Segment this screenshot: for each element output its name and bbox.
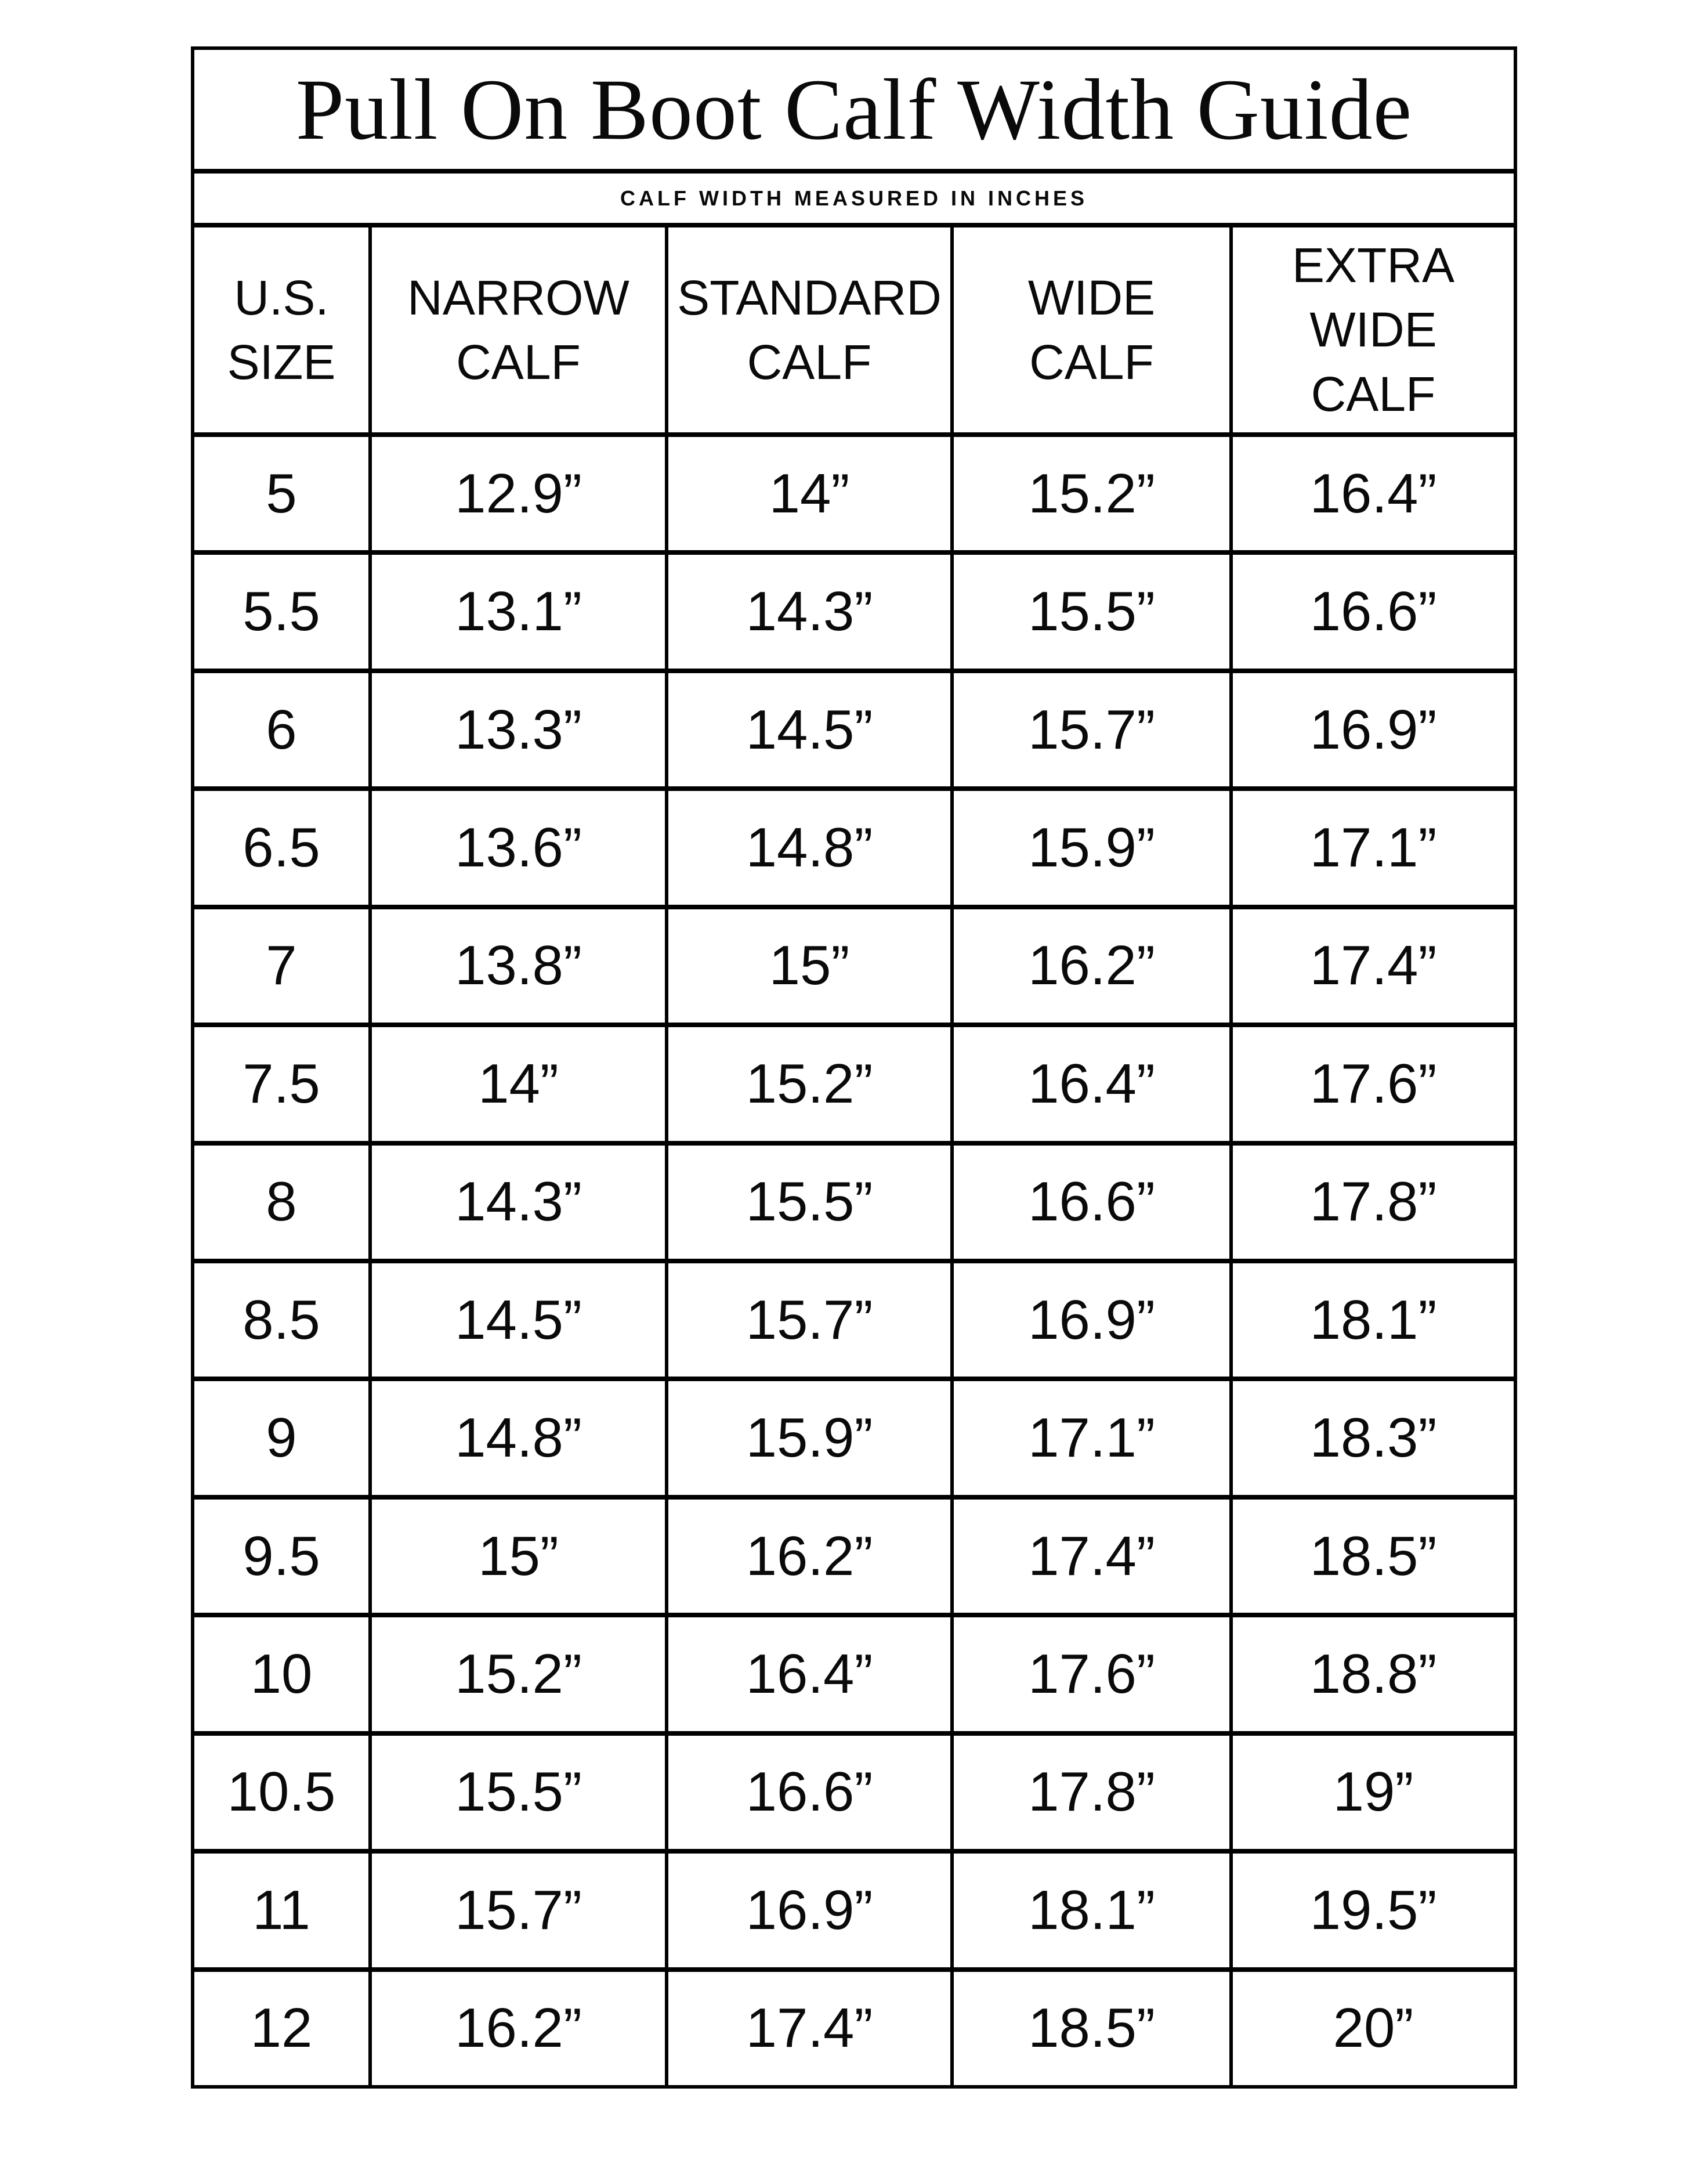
cell-standard-calf: 16.2” [668,1499,950,1613]
cell-wide-calf: 16.6” [954,1145,1229,1259]
cell-us-size: 5.5 [194,555,368,669]
cell-extra-wide-calf: 16.6” [1233,555,1514,669]
header-line: EXTRA WIDE [1291,238,1455,357]
cell-narrow-calf: 15.7” [372,1854,665,1967]
cell-standard-calf: 16.4” [668,1617,950,1731]
header-line: CALF [747,334,872,389]
cell-us-size: 8.5 [194,1263,368,1377]
page: Pull On Boot Calf Width Guide CALF WIDTH… [0,46,1708,2182]
cell-narrow-calf: 14.3” [372,1145,665,1259]
cell-standard-calf: 15.2” [668,1027,950,1141]
cell-us-size: 7.5 [194,1027,368,1141]
cell-extra-wide-calf: 19.5” [1233,1854,1514,1967]
cell-narrow-calf: 15.2” [372,1617,665,1731]
column-header-wide-calf: WIDE CALF [954,227,1229,432]
header-line: STANDARD [677,270,942,325]
cell-us-size: 10 [194,1617,368,1731]
cell-narrow-calf: 15” [372,1499,665,1613]
cell-us-size: 9.5 [194,1499,368,1613]
cell-wide-calf: 16.2” [954,909,1229,1023]
cell-standard-calf: 14” [668,437,950,551]
cell-narrow-calf: 13.1” [372,555,665,669]
cell-wide-calf: 17.6” [954,1617,1229,1731]
cell-standard-calf: 16.9” [668,1854,950,1967]
cell-extra-wide-calf: 16.9” [1233,673,1514,787]
cell-standard-calf: 17.4” [668,1971,950,2085]
cell-us-size: 6 [194,673,368,787]
cell-wide-calf: 17.1” [954,1381,1229,1495]
cell-standard-calf: 14.5” [668,673,950,787]
cell-extra-wide-calf: 18.1” [1233,1263,1514,1377]
cell-extra-wide-calf: 17.1” [1233,791,1514,905]
cell-narrow-calf: 13.3” [372,673,665,787]
cell-us-size: 7 [194,909,368,1023]
cell-extra-wide-calf: 20” [1233,1971,1514,2085]
cell-wide-calf: 18.5” [954,1971,1229,2085]
header-line: CALF [1029,334,1154,389]
cell-standard-calf: 15.5” [668,1145,950,1259]
header-line: CALF [456,334,581,389]
cell-wide-calf: 15.2” [954,437,1229,551]
cell-wide-calf: 15.7” [954,673,1229,787]
table-title: Pull On Boot Calf Width Guide [194,50,1514,169]
cell-standard-calf: 15” [668,909,950,1023]
cell-us-size: 11 [194,1854,368,1967]
header-line: WIDE [1027,270,1156,325]
cell-narrow-calf: 13.8” [372,909,665,1023]
cell-us-size: 12 [194,1971,368,2085]
cell-extra-wide-calf: 19” [1233,1735,1514,1849]
cell-narrow-calf: 12.9” [372,437,665,551]
calf-width-guide-table: Pull On Boot Calf Width Guide CALF WIDTH… [191,46,1517,2089]
cell-us-size: 9 [194,1381,368,1495]
cell-wide-calf: 16.4” [954,1027,1229,1141]
header-line: U.S. [234,270,329,325]
cell-extra-wide-calf: 17.6” [1233,1027,1514,1141]
cell-narrow-calf: 16.2” [372,1971,665,2085]
column-header-standard-calf: STANDARD CALF [668,227,950,432]
cell-extra-wide-calf: 18.3” [1233,1381,1514,1495]
cell-extra-wide-calf: 17.8” [1233,1145,1514,1259]
cell-wide-calf: 15.5” [954,555,1229,669]
cell-us-size: 10.5 [194,1735,368,1849]
cell-narrow-calf: 14.5” [372,1263,665,1377]
cell-standard-calf: 14.8” [668,791,950,905]
cell-narrow-calf: 15.5” [372,1735,665,1849]
column-header-us-size: U.S. SIZE [194,227,368,432]
column-header-narrow-calf: NARROW CALF [372,227,665,432]
cell-wide-calf: 16.9” [954,1263,1229,1377]
cell-standard-calf: 14.3” [668,555,950,669]
cell-wide-calf: 17.8” [954,1735,1229,1849]
column-header-extra-wide-calf: EXTRA WIDE CALF [1233,227,1514,432]
cell-extra-wide-calf: 17.4” [1233,909,1514,1023]
header-line: CALF [1311,366,1436,421]
cell-wide-calf: 15.9” [954,791,1229,905]
cell-narrow-calf: 14” [372,1027,665,1141]
cell-wide-calf: 18.1” [954,1854,1229,1967]
cell-wide-calf: 17.4” [954,1499,1229,1613]
cell-us-size: 8 [194,1145,368,1259]
table-subtitle: CALF WIDTH MEASURED IN INCHES [194,174,1514,223]
cell-narrow-calf: 13.6” [372,791,665,905]
header-line: NARROW [407,270,629,325]
cell-extra-wide-calf: 18.8” [1233,1617,1514,1731]
cell-standard-calf: 16.6” [668,1735,950,1849]
cell-narrow-calf: 14.8” [372,1381,665,1495]
cell-standard-calf: 15.9” [668,1381,950,1495]
cell-extra-wide-calf: 18.5” [1233,1499,1514,1613]
cell-us-size: 5 [194,437,368,551]
cell-extra-wide-calf: 16.4” [1233,437,1514,551]
cell-us-size: 6.5 [194,791,368,905]
header-line: SIZE [227,334,336,389]
cell-standard-calf: 15.7” [668,1263,950,1377]
